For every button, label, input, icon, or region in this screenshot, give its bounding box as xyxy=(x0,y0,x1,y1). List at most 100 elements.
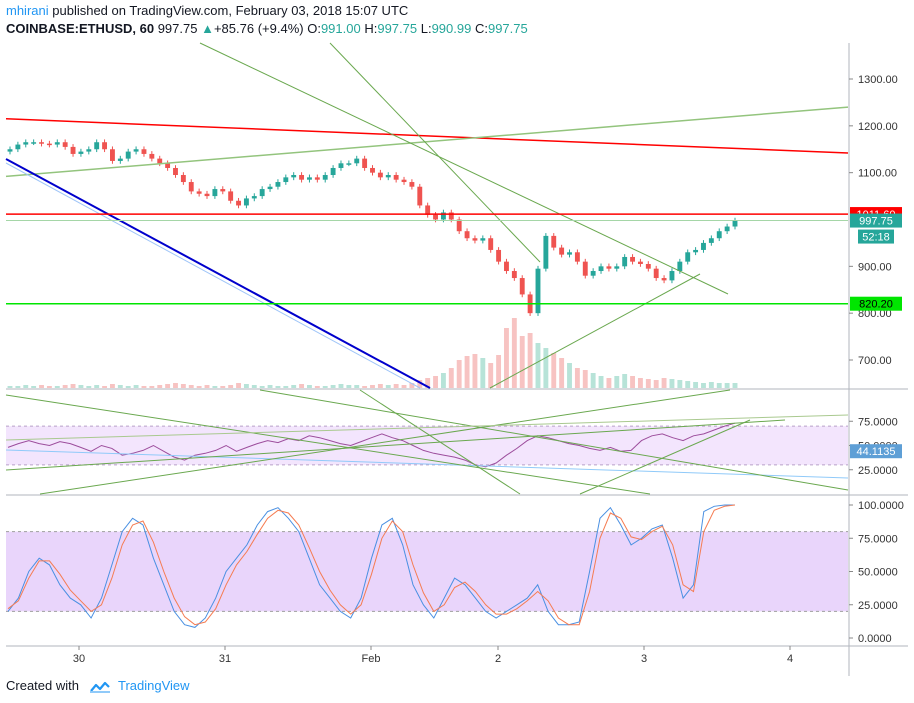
volume-bar xyxy=(220,386,226,388)
candle-body xyxy=(299,175,305,180)
volume-bar xyxy=(212,386,218,388)
volume-bar xyxy=(535,343,541,388)
candle-body xyxy=(346,163,352,165)
rsi-trendline xyxy=(359,389,521,495)
rsi-trendline xyxy=(5,414,849,441)
volume-bar xyxy=(307,385,312,388)
candle-body xyxy=(7,149,13,152)
blue-downtrend-line xyxy=(5,162,421,389)
volume-bar xyxy=(385,385,391,388)
volume-bar xyxy=(622,374,628,388)
volume-bar xyxy=(401,385,407,388)
rising-support-trendline xyxy=(489,273,701,389)
countdown-label: 52:18 xyxy=(862,232,890,244)
symbol-label: COINBASE:ETHUSD, 60 xyxy=(6,21,155,36)
candle-body xyxy=(243,198,249,206)
volume-bar xyxy=(31,386,37,388)
candle-body xyxy=(39,142,44,144)
candle-body xyxy=(173,167,178,176)
resistance-trendline xyxy=(5,118,849,154)
time-tick-label: 4 xyxy=(787,653,793,665)
candle-body xyxy=(440,212,446,220)
price-tick-label: 1100.00 xyxy=(858,168,897,180)
volume-bar xyxy=(283,386,289,388)
candle-body xyxy=(228,191,234,201)
volume-bar xyxy=(701,383,706,388)
candle-body xyxy=(464,231,470,239)
candle-body xyxy=(54,142,60,145)
candle-body xyxy=(236,200,241,206)
candle-body xyxy=(669,271,675,281)
candle-body xyxy=(117,158,123,161)
candle-body xyxy=(267,186,273,190)
candle-body xyxy=(220,189,226,192)
volume-bar xyxy=(54,386,60,388)
volume-bar xyxy=(39,385,44,388)
volume-bar xyxy=(504,328,509,388)
volume-bar xyxy=(574,368,580,388)
volume-bar xyxy=(527,333,533,388)
volume-bar xyxy=(472,354,478,388)
volume-bar xyxy=(716,383,722,388)
low-value: 990.99 xyxy=(431,21,472,36)
candle-body xyxy=(165,163,171,168)
publish-line: mhirani published on TradingView.com, Fe… xyxy=(6,3,408,19)
volume-bar xyxy=(708,382,714,388)
candle-body xyxy=(78,151,84,154)
candle-body xyxy=(86,149,92,152)
low-label: L: xyxy=(420,21,432,36)
chart-area[interactable]: 1300.00 1200.00 1100.00 900.00 800.00 700.00 3… xyxy=(0,0,914,677)
candle-body xyxy=(645,263,651,269)
volume-bar xyxy=(78,385,84,388)
volume-bar xyxy=(630,376,635,388)
stoch-band xyxy=(6,531,848,612)
tradingview-link[interactable]: TradingView xyxy=(118,678,190,693)
volume-bar xyxy=(614,376,620,388)
volume-bar xyxy=(149,386,155,388)
high-label: H: xyxy=(364,21,378,36)
price-label-box xyxy=(850,296,902,311)
candle-body xyxy=(62,142,68,147)
stoch-tick-label: 75.0000 xyxy=(858,533,898,545)
candle-body xyxy=(212,189,218,197)
candle-body xyxy=(701,242,706,250)
volume-bar xyxy=(314,386,320,388)
rising-trendline xyxy=(5,106,849,178)
volume-bar xyxy=(409,383,415,388)
volume-bar xyxy=(173,383,178,388)
candle-body xyxy=(559,247,565,255)
candle-body xyxy=(496,249,502,262)
candle-body xyxy=(393,175,399,180)
candle-body xyxy=(551,235,557,248)
volume-bar xyxy=(598,376,604,388)
candle-body xyxy=(31,142,37,144)
close-value: 997.75 xyxy=(487,21,528,36)
volume-bar xyxy=(362,386,368,388)
volume-bar xyxy=(86,386,92,388)
candle-body xyxy=(149,153,155,159)
rsi-value-box xyxy=(850,444,902,459)
footer: Created with TradingView xyxy=(6,677,190,695)
volume-bar xyxy=(693,382,699,388)
volume-bar xyxy=(393,384,399,388)
candle-body xyxy=(370,167,375,173)
candle-body xyxy=(661,278,667,281)
author-link[interactable]: mhirani xyxy=(6,3,49,18)
candle-body xyxy=(456,219,462,232)
volume-bar xyxy=(582,370,588,388)
candle-body xyxy=(433,214,438,220)
volume-bar xyxy=(94,385,100,388)
volume-bar xyxy=(606,378,612,388)
rsi-trendline xyxy=(579,419,751,495)
price-tick-label: 700.00 xyxy=(858,355,892,367)
falling-trendline xyxy=(199,42,729,295)
volume-bar xyxy=(117,385,123,388)
published-text: published on TradingView.com, February 0… xyxy=(52,3,409,18)
stoch-d-line xyxy=(7,504,736,626)
falling-trendline xyxy=(329,42,541,263)
rsi-trendline xyxy=(5,394,651,495)
volume-bar xyxy=(661,378,667,388)
volume-bar xyxy=(685,381,691,388)
candle-body xyxy=(417,186,423,206)
volume-bar xyxy=(488,363,494,388)
